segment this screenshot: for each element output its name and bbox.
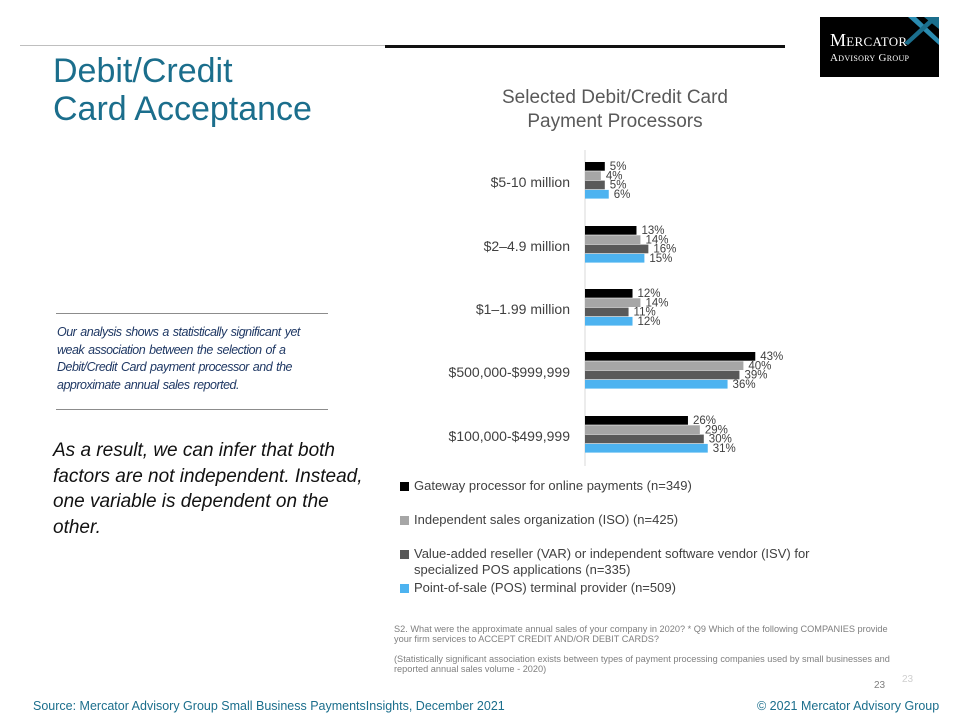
- bar: [585, 171, 601, 180]
- bar: [585, 226, 637, 235]
- bar: [585, 316, 633, 326]
- data-label: 39%: [744, 370, 767, 382]
- data-label: 40%: [748, 360, 771, 372]
- data-label: 11%: [634, 307, 656, 319]
- bar: [585, 244, 649, 254]
- footnote: S2. What were the approximate annual sal…: [394, 624, 894, 684]
- analysis-note: Our analysis shows a statistically signi…: [57, 325, 300, 392]
- data-label: 14%: [645, 234, 668, 246]
- data-label: 30%: [709, 434, 732, 446]
- category-label: $500,000-$999,999: [449, 364, 571, 380]
- data-label: 14%: [645, 297, 668, 309]
- source-note: Source: Mercator Advisory Group Small Bu…: [33, 699, 505, 713]
- legend-label: Point-of-sale (POS) terminal provider (n…: [414, 580, 676, 595]
- data-label: 16%: [653, 244, 676, 256]
- bar: [585, 379, 728, 389]
- category-label: $1–1.99 million: [476, 301, 570, 317]
- data-label: 13%: [641, 225, 664, 237]
- logo-line-1: Mercator: [830, 30, 908, 50]
- mercator-logo: Mercator Advisory Group: [820, 17, 939, 77]
- data-label: 6%: [614, 189, 631, 201]
- category-label: $100,000-$499,999: [449, 428, 571, 444]
- header-rule-thin: [20, 45, 385, 46]
- conclusion-text: As a result, we can infer that both fact…: [53, 440, 363, 538]
- header-rule-thick: [385, 45, 785, 48]
- bar: [585, 416, 688, 425]
- bar: [585, 361, 744, 370]
- data-label: 15%: [649, 253, 672, 265]
- legend-label: Independent sales organization (ISO) (n=…: [414, 512, 679, 527]
- legend-label: Gateway processor for online payments (n…: [414, 478, 692, 493]
- bar: [585, 307, 629, 317]
- footnote-statistic: (Statistically significant association e…: [394, 654, 890, 674]
- category-label: $5-10 million: [491, 174, 570, 190]
- page-title: Debit/Credit Card Acceptance: [53, 52, 312, 128]
- data-label: 31%: [713, 443, 736, 455]
- bar: [585, 180, 605, 190]
- data-label: 29%: [705, 424, 728, 436]
- legend-swatch: [400, 550, 409, 559]
- bar: [585, 352, 756, 361]
- logo-x-mark-icon: [904, 17, 939, 45]
- bar: [585, 298, 641, 307]
- bar: [585, 253, 645, 263]
- bar: [585, 434, 704, 444]
- bar: [585, 370, 740, 380]
- data-label: 26%: [693, 415, 716, 427]
- bar: [585, 235, 641, 244]
- copyright: © 2021 Mercator Advisory Group: [757, 699, 940, 713]
- page-number-ghost: 23: [902, 674, 914, 685]
- bar: [585, 425, 700, 434]
- bar: [585, 443, 708, 453]
- bar: [585, 289, 633, 298]
- data-label: 5%: [610, 180, 627, 192]
- note-divider-top: [56, 313, 328, 314]
- page-number: 23: [874, 680, 886, 691]
- note-divider-bottom: [56, 409, 328, 410]
- data-label: 43%: [760, 351, 783, 363]
- footnote-question: S2. What were the approximate annual sal…: [394, 624, 888, 644]
- legend-swatch: [400, 516, 409, 525]
- data-label: 12%: [638, 316, 661, 328]
- bar: [585, 189, 609, 199]
- data-label: 36%: [733, 379, 756, 391]
- logo-line-2: Advisory Group: [830, 52, 910, 64]
- data-label: 12%: [638, 288, 661, 300]
- data-label: 5%: [610, 161, 627, 173]
- bar: [585, 162, 605, 171]
- legend-swatch: [400, 482, 409, 491]
- category-label: $2–4.9 million: [484, 238, 570, 254]
- chart-title: Selected Debit/Credit Card Payment Proce…: [502, 87, 728, 132]
- legend-label: Value-added reseller (VAR) or independen…: [414, 546, 810, 577]
- legend-swatch: [400, 584, 409, 593]
- data-label: 4%: [606, 170, 623, 182]
